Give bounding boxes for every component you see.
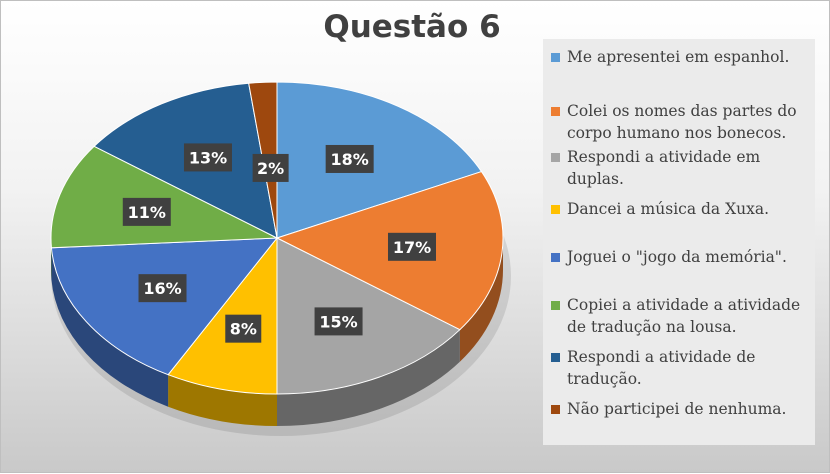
legend-swatch <box>551 107 560 116</box>
legend-label: Respondi a atividade de tradução. <box>551 346 813 390</box>
data-label-text: 15% <box>319 312 357 331</box>
legend-item: Não participei de nenhuma. <box>551 398 813 420</box>
legend-item: Me apresentei em espanhol. <box>551 46 813 68</box>
legend-label: Copiei a atividade a atividade de traduç… <box>551 294 813 338</box>
data-label-text: 8% <box>230 320 257 339</box>
legend-label: Dancei a música da Xuxa. <box>551 198 813 220</box>
legend-item: Joguei o "jogo da memória". <box>551 246 813 268</box>
data-label-7: 2% <box>253 154 289 182</box>
legend-item: Dancei a música da Xuxa. <box>551 198 813 220</box>
data-label-3: 8% <box>225 315 261 343</box>
legend-item: Respondi a atividade de tradução. <box>551 346 813 390</box>
legend-label: Não participei de nenhuma. <box>551 398 813 420</box>
legend-item: Copiei a atividade a atividade de traduç… <box>551 294 813 338</box>
legend-label: Joguei o "jogo da memória". <box>551 246 813 268</box>
data-label-text: 2% <box>257 159 284 178</box>
legend-swatch <box>551 53 560 62</box>
legend-swatch <box>551 353 560 362</box>
legend-label: Respondi a atividade em duplas. <box>551 146 813 190</box>
legend-swatch <box>551 153 560 162</box>
legend: Me apresentei em espanhol. Colei os nomes… <box>543 39 815 445</box>
data-label-5: 11% <box>123 198 171 226</box>
legend-swatch <box>551 205 560 214</box>
data-label-1: 17% <box>388 233 436 261</box>
data-label-text: 11% <box>128 203 166 222</box>
legend-swatch <box>551 405 560 414</box>
legend-item: Respondi a atividade em duplas. <box>551 146 813 190</box>
legend-label: Me apresentei em espanhol. <box>551 46 813 68</box>
data-label-4: 16% <box>139 274 187 302</box>
data-label-text: 18% <box>331 150 369 169</box>
data-label-text: 16% <box>143 279 181 298</box>
data-label-0: 18% <box>326 145 374 173</box>
legend-label: Colei os nomes das partes do corpo human… <box>551 100 813 144</box>
legend-swatch <box>551 301 560 310</box>
data-label-2: 15% <box>315 307 363 335</box>
data-label-text: 17% <box>393 238 431 257</box>
data-label-6: 13% <box>184 143 232 171</box>
legend-item: Colei os nomes das partes do corpo human… <box>551 100 813 144</box>
legend-swatch <box>551 253 560 262</box>
data-label-text: 13% <box>189 148 227 167</box>
